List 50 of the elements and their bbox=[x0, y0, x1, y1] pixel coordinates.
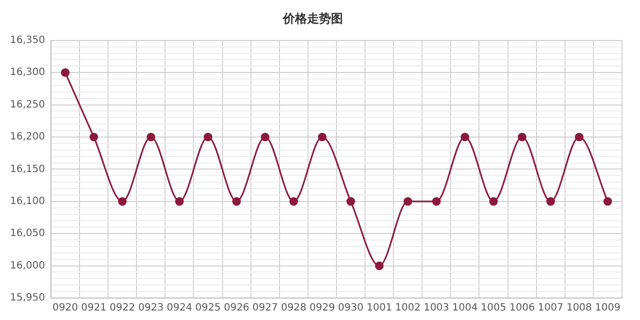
chart-title: 价格走势图 bbox=[282, 11, 343, 26]
point bbox=[204, 132, 212, 142]
point bbox=[375, 262, 384, 270]
y-tick-label: 16,200 bbox=[10, 132, 45, 143]
point bbox=[260, 132, 270, 142]
x-tick-label: 0923 bbox=[138, 302, 164, 314]
x-tick-label: 0924 bbox=[166, 302, 192, 314]
point bbox=[232, 197, 241, 206]
point bbox=[518, 132, 526, 142]
x-tick-label: 0929 bbox=[309, 302, 335, 314]
point bbox=[346, 197, 356, 206]
x-tick-label: 1001 bbox=[366, 302, 392, 314]
x-tick-label: 0928 bbox=[280, 302, 306, 314]
x-tick-label: 0920 bbox=[52, 302, 78, 314]
x-tick-label: 1002 bbox=[395, 302, 421, 314]
point bbox=[318, 132, 327, 142]
x-tick-label: 0921 bbox=[81, 302, 107, 314]
point bbox=[118, 197, 127, 206]
x-tick-label: 1005 bbox=[480, 302, 506, 314]
y-tick-label: 16,150 bbox=[10, 164, 45, 175]
point bbox=[432, 197, 441, 206]
point bbox=[146, 132, 156, 142]
y-tick-label: 16,000 bbox=[10, 260, 45, 272]
x-tick-label: 1003 bbox=[424, 302, 450, 314]
x-tick-label: 0930 bbox=[338, 302, 364, 314]
point bbox=[404, 197, 412, 206]
y-tick-label: 16,050 bbox=[10, 228, 45, 240]
point bbox=[90, 132, 98, 142]
point bbox=[546, 197, 555, 206]
y-tick-label: 16,300 bbox=[10, 67, 45, 78]
y-tick-label: 16,250 bbox=[10, 99, 45, 110]
x-tick-label: 0922 bbox=[110, 302, 136, 314]
point bbox=[289, 197, 298, 206]
y-tick-label: 15,950 bbox=[10, 292, 45, 304]
y-tick-label: 16,350 bbox=[10, 34, 45, 46]
x-tick-label: 1009 bbox=[595, 302, 620, 314]
y-tick-label: 16,100 bbox=[10, 196, 45, 207]
x-tick-label: 1008 bbox=[566, 302, 592, 314]
point bbox=[175, 197, 184, 206]
x-tick-label: 0927 bbox=[252, 302, 278, 314]
point bbox=[603, 197, 612, 206]
x-tick-label: 1007 bbox=[538, 302, 564, 314]
point bbox=[574, 132, 584, 142]
x-tick-label: 1004 bbox=[452, 302, 478, 314]
point bbox=[489, 197, 498, 206]
x-tick-label: 0926 bbox=[224, 302, 250, 314]
x-tick-label: 0925 bbox=[195, 302, 221, 314]
x-tick-label: 1006 bbox=[509, 302, 535, 314]
point bbox=[460, 132, 470, 142]
point bbox=[60, 68, 70, 77]
